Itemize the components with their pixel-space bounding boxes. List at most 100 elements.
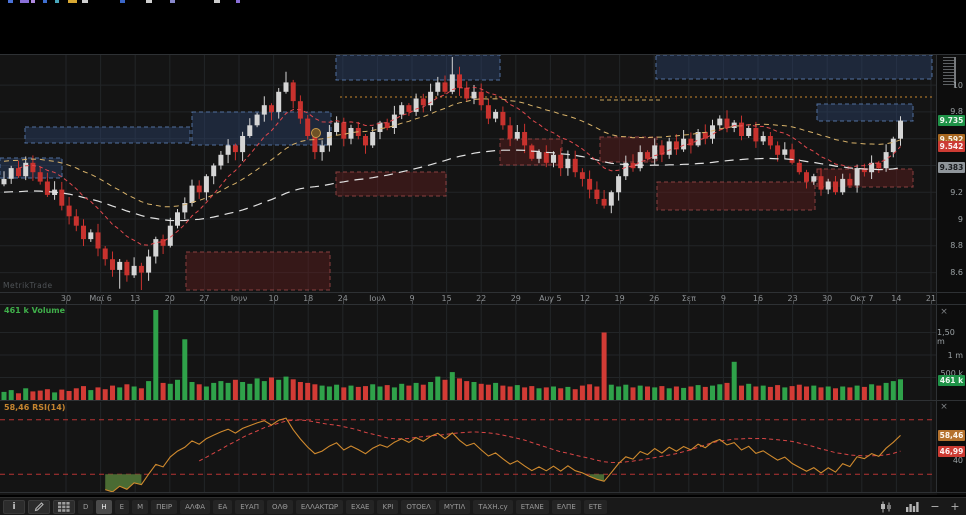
window-fragment — [236, 0, 240, 3]
date-tick-mark — [688, 300, 690, 304]
date-tick-mark — [239, 300, 240, 304]
price-level-lines — [340, 96, 934, 101]
date-label: 15 — [441, 294, 452, 303]
date-label: 24 — [337, 294, 348, 303]
date-label: 13 — [130, 294, 141, 303]
date-tick-mark — [723, 300, 725, 304]
date-label: 9 — [409, 294, 415, 303]
date-tick-mark — [585, 300, 586, 304]
rsi-tick-label: 40 — [952, 456, 963, 466]
toolbar-right-group: − + — [875, 500, 963, 514]
ticker-tab[interactable]: ΕΤΑΝΕ — [515, 499, 549, 514]
ticker-tab[interactable]: ΕΥΑΠ — [235, 499, 264, 514]
ticker-tab[interactable]: ΕΑ — [213, 499, 233, 514]
histogram-icon — [905, 502, 919, 512]
zoom-out-button[interactable]: − — [930, 499, 940, 513]
pencil-icon — [34, 502, 44, 512]
rsi-pane-close-icon[interactable]: × — [940, 402, 948, 412]
window-fragment — [68, 0, 77, 3]
volume-series — [1, 310, 903, 401]
date-tick-mark — [515, 300, 517, 304]
chart-canvas[interactable] — [0, 0, 966, 496]
date-tick-mark — [100, 300, 102, 304]
candlestick-series — [1, 57, 903, 290]
date-label: Ιουλ — [369, 294, 386, 303]
ticker-tab[interactable]: ΟΛΘ — [267, 499, 293, 514]
rsi-tag-rsi-ma-value: 46,99 — [938, 445, 965, 457]
ticker-tab[interactable]: ΕΛΛΑΚΤΩΡ — [295, 499, 344, 514]
date-tick-mark — [273, 300, 275, 304]
date-label: 30 — [822, 294, 833, 303]
timeframe-button-d[interactable]: D — [78, 499, 94, 514]
price-scale-slider[interactable] — [943, 57, 956, 87]
chart-note-marker[interactable] — [311, 128, 321, 138]
ticker-tab[interactable]: ΚΡΙ — [377, 499, 399, 514]
date-label: Μαϊ 6 — [89, 294, 112, 303]
date-label: 9 — [720, 294, 726, 303]
date-label: 27 — [199, 294, 210, 303]
timeframe-button-h[interactable]: H — [96, 499, 112, 514]
ticker-tab[interactable]: ΕΧΑΕ — [346, 499, 375, 514]
date-label: 26 — [649, 294, 660, 303]
ticker-tab[interactable]: ΕΛΠΕ — [551, 499, 581, 514]
zoom-in-button[interactable]: + — [950, 499, 960, 513]
ticker-tab[interactable]: ΑΛΦΑ — [180, 499, 211, 514]
price-tick-label: 9 — [957, 214, 963, 224]
date-tick-mark — [550, 300, 552, 304]
grid-button[interactable] — [53, 499, 75, 514]
date-label: 18 — [303, 294, 314, 303]
candlestick-view-button[interactable] — [875, 500, 897, 514]
timeframe-button-e[interactable]: E — [114, 499, 130, 514]
rsi-tag-rsi-value: 58,46 — [938, 429, 965, 441]
price-tick-label: 9.2 — [950, 187, 963, 197]
date-label: Αυγ 5 — [539, 294, 562, 303]
date-tick-mark — [758, 300, 759, 304]
window-fragment — [120, 0, 125, 3]
date-tick-mark — [792, 300, 794, 304]
date-label: 10 — [268, 294, 279, 303]
info-icon: i — [12, 501, 16, 512]
date-tick-mark — [342, 300, 344, 304]
price-tick-label: 8.6 — [950, 268, 963, 278]
ticker-tab[interactable]: ΕΤΕ — [583, 499, 607, 514]
date-label: 14 — [891, 294, 902, 303]
ticker-tab[interactable]: ΟΤΟΕΛ — [401, 499, 436, 514]
ticker-tab[interactable]: ΜΥΤΙΛ — [438, 499, 471, 514]
volume-tick-label: 1 m — [947, 350, 963, 360]
price-tag-ma-slow: 9.383 — [938, 162, 965, 174]
grid-icon — [58, 501, 70, 512]
moving-averages — [3, 86, 901, 246]
volume-pane-close-icon[interactable]: × — [940, 307, 948, 317]
window-fragment — [55, 0, 59, 3]
window-fragment — [8, 0, 13, 3]
platform-watermark: MetrikTrade — [3, 281, 53, 290]
date-label: 20 — [164, 294, 175, 303]
date-label: Σεπ — [681, 294, 696, 303]
date-tick-mark — [931, 300, 932, 304]
info-button[interactable]: i — [3, 499, 25, 514]
date-label: 23 — [787, 294, 798, 303]
window-fragment — [170, 0, 175, 3]
window-fragment — [146, 0, 152, 3]
draw-button[interactable] — [28, 499, 50, 514]
ticker-tab[interactable]: ΤΑΧΗ.cy — [473, 499, 513, 514]
price-tag-ma-mid: 9.592 — [938, 134, 965, 146]
date-label: 19 — [614, 294, 625, 303]
price-tick-label: 10 — [952, 80, 963, 90]
rsi-pane-label: 58,46 RSI(14) — [4, 403, 66, 412]
date-tick-mark — [308, 300, 310, 304]
histogram-view-button[interactable] — [901, 500, 923, 514]
date-tick-mark — [619, 300, 621, 304]
date-label: 30 — [60, 294, 72, 303]
date-tick-mark — [135, 300, 137, 304]
price-axis[interactable]: × × 109.89.69.49.298.88.69.7359.5929.542… — [937, 0, 966, 496]
date-tick-mark — [66, 300, 67, 304]
timeframe-button-m[interactable]: M — [132, 499, 149, 514]
window-fragment — [214, 0, 220, 3]
date-label: Ιουν — [230, 294, 248, 303]
ticker-tabs-group: ΠΕΙΡ ΑΛΦΑ ΕΑ ΕΥΑΠ ΟΛΘ ΕΛΛΑΚΤΩΡ ΕΧΑΕ ΚΡΙ ΟΤΟΕΛ ΜΥΤ… — [151, 499, 607, 514]
ticker-tab[interactable]: ΠΕΙΡ — [151, 499, 178, 514]
date-tick-mark — [377, 300, 379, 304]
